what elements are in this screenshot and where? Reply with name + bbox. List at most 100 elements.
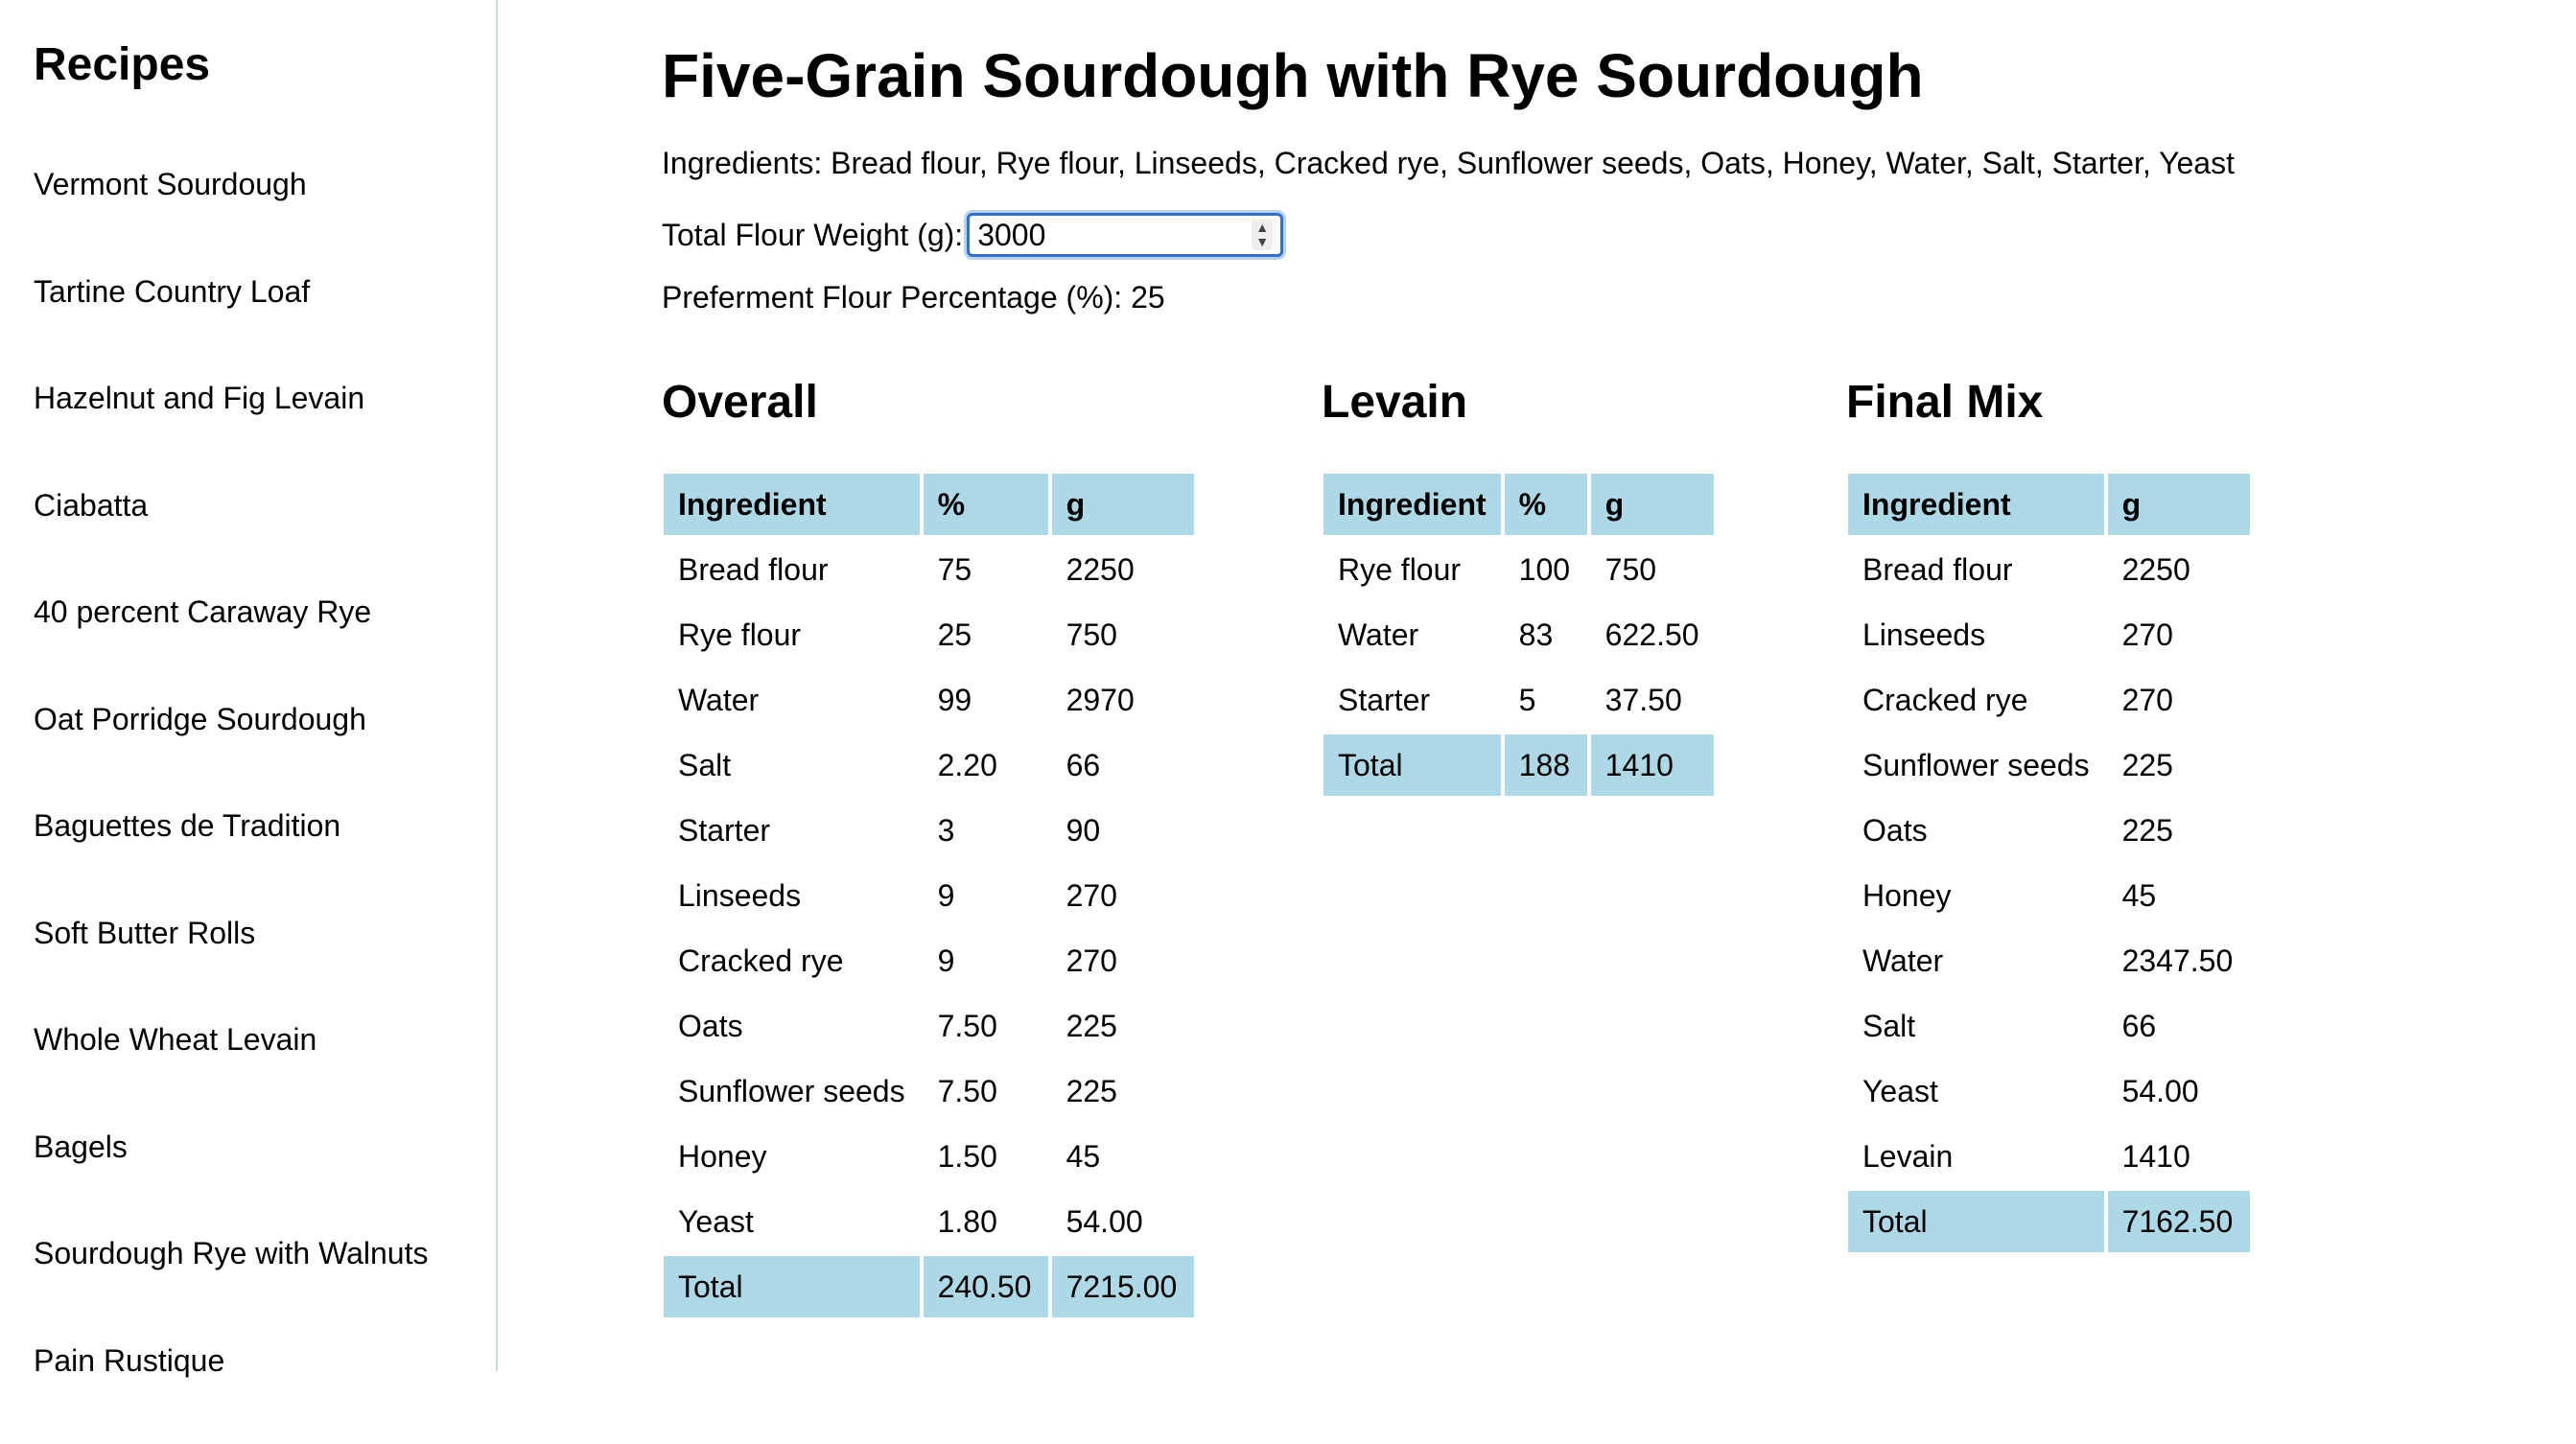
cell-ingredient: Linseeds (1848, 604, 2104, 665)
cell-ingredient: Yeast (1848, 1060, 2104, 1122)
cell-percent: 7.50 (924, 1060, 1048, 1122)
cell-ingredient: Salt (664, 734, 920, 796)
cell-total-percent: 188 (1505, 734, 1587, 796)
sidebar-item-hazelnut-fig-levain[interactable]: Hazelnut and Fig Levain (34, 375, 428, 482)
number-spinner[interactable]: ▲ ▼ (1252, 220, 1273, 250)
cell-ingredient: Rye flour (1323, 539, 1501, 600)
cell-ingredient: Bread flour (1848, 539, 2104, 600)
column-header-ingredient: Ingredient (1848, 474, 2104, 535)
cell-total-grams: 1410 (1591, 734, 1714, 796)
cell-ingredient: Linseeds (664, 865, 920, 926)
sidebar-item-tartine-country-loaf[interactable]: Tartine Country Loaf (34, 268, 428, 376)
sidebar-item-soft-butter-rolls[interactable]: Soft Butter Rolls (34, 910, 428, 1017)
flour-weight-input[interactable]: 3000 ▲ ▼ (967, 213, 1283, 257)
overall-title: Overall (662, 376, 818, 429)
table-header-row: Ingredient % g (1323, 474, 1714, 535)
column-header-ingredient: Ingredient (1323, 474, 1501, 535)
cell-total-label: Total (1323, 734, 1501, 796)
sidebar-item-caraway-rye[interactable]: 40 percent Caraway Rye (34, 589, 428, 696)
cell-percent: 100 (1505, 539, 1587, 600)
levain-title: Levain (1322, 376, 1467, 429)
cell-total-grams: 7215.00 (1052, 1256, 1194, 1317)
cell-ingredient: Cracked rye (664, 930, 920, 991)
cell-percent: 2.20 (924, 734, 1048, 796)
cell-percent: 9 (924, 865, 1048, 926)
sidebar-item-oat-porridge-sourdough[interactable]: Oat Porridge Sourdough (34, 696, 428, 804)
cell-grams: 225 (2108, 734, 2250, 796)
cell-total-percent: 240.50 (924, 1256, 1048, 1317)
cell-grams: 54.00 (1052, 1191, 1194, 1252)
final-mix-title: Final Mix (1846, 376, 2043, 429)
cell-total-label: Total (664, 1256, 920, 1317)
sidebar: Recipes Vermont Sourdough Tartine Countr… (0, 0, 498, 1371)
sidebar-item-pain-rustique[interactable]: Pain Rustique (34, 1338, 428, 1444)
cell-grams: 225 (2108, 800, 2250, 861)
cell-ingredient: Bread flour (664, 539, 920, 600)
cell-grams: 66 (2108, 995, 2250, 1057)
cell-percent: 5 (1505, 669, 1587, 731)
main-content: Five-Grain Sourdough with Rye Sourdough … (662, 0, 2576, 1371)
sidebar-item-ciabatta[interactable]: Ciabatta (34, 482, 428, 590)
page-title: Five-Grain Sourdough with Rye Sourdough (662, 40, 1924, 111)
cell-total-label: Total (1848, 1191, 2104, 1252)
flour-weight-value[interactable]: 3000 (977, 218, 1045, 253)
column-header-grams: g (1591, 474, 1714, 535)
cell-ingredient: Sunflower seeds (1848, 734, 2104, 796)
sidebar-item-vermont-sourdough[interactable]: Vermont Sourdough (34, 161, 428, 268)
cell-grams: 66 (1052, 734, 1194, 796)
sidebar-item-bagels[interactable]: Bagels (34, 1124, 428, 1231)
spinner-down-icon[interactable]: ▼ (1255, 235, 1269, 249)
cell-grams: 45 (2108, 865, 2250, 926)
cell-grams: 270 (1052, 930, 1194, 991)
cell-grams: 2347.50 (2108, 930, 2250, 991)
cell-grams: 54.00 (2108, 1060, 2250, 1122)
cell-grams: 2250 (2108, 539, 2250, 600)
column-header-ingredient: Ingredient (664, 474, 920, 535)
cell-ingredient: Honey (664, 1126, 920, 1187)
cell-percent: 1.80 (924, 1191, 1048, 1252)
cell-ingredient: Sunflower seeds (664, 1060, 920, 1122)
cell-grams: 270 (2108, 604, 2250, 665)
cell-grams: 622.50 (1591, 604, 1714, 665)
cell-percent: 9 (924, 930, 1048, 991)
cell-ingredient: Rye flour (664, 604, 920, 665)
cell-ingredient: Starter (1323, 669, 1501, 731)
cell-percent: 83 (1505, 604, 1587, 665)
cell-grams: 37.50 (1591, 669, 1714, 731)
sidebar-item-whole-wheat-levain[interactable]: Whole Wheat Levain (34, 1016, 428, 1124)
cell-ingredient: Cracked rye (1848, 669, 2104, 731)
cell-percent: 3 (924, 800, 1048, 861)
sidebar-item-baguettes-de-tradition[interactable]: Baguettes de Tradition (34, 803, 428, 910)
table-header-row: Ingredient g (1848, 474, 2250, 535)
cell-percent: 1.50 (924, 1126, 1048, 1187)
cell-grams: 90 (1052, 800, 1194, 861)
spinner-up-icon[interactable]: ▲ (1255, 221, 1269, 235)
sidebar-item-sourdough-rye-walnuts[interactable]: Sourdough Rye with Walnuts (34, 1230, 428, 1338)
cell-grams: 750 (1591, 539, 1714, 600)
cell-ingredient: Water (664, 669, 920, 731)
table-header-row: Ingredient % g (664, 474, 1194, 535)
cell-grams: 1410 (2108, 1126, 2250, 1187)
cell-ingredient: Levain (1848, 1126, 2104, 1187)
cell-grams: 2250 (1052, 539, 1194, 600)
ingredients-list: Ingredients: Bread flour, Rye flour, Lin… (662, 146, 2235, 181)
cell-percent: 99 (924, 669, 1048, 731)
